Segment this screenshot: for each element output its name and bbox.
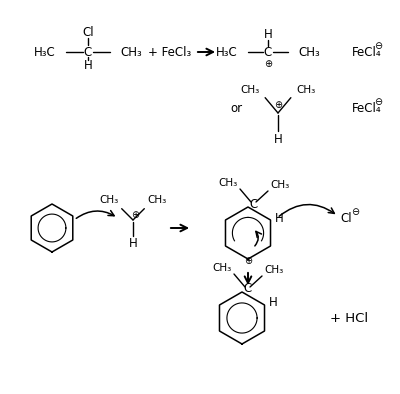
Text: FeCl₄: FeCl₄: [352, 102, 382, 115]
Text: H: H: [269, 297, 277, 310]
Text: ⊕: ⊕: [131, 210, 139, 220]
Text: H: H: [275, 212, 283, 225]
Text: H: H: [129, 236, 137, 249]
Text: C: C: [84, 45, 92, 58]
Text: ⊖: ⊖: [351, 207, 359, 217]
Text: H: H: [264, 28, 272, 41]
Text: FeCl₄: FeCl₄: [352, 45, 382, 58]
Text: CH₃: CH₃: [240, 85, 259, 95]
Text: CH₃: CH₃: [219, 178, 238, 188]
Text: CH₃: CH₃: [298, 45, 320, 58]
Text: CH₃: CH₃: [147, 195, 166, 205]
Text: + HCl: + HCl: [330, 312, 368, 325]
Text: H₃C: H₃C: [34, 45, 56, 58]
Text: or: or: [230, 102, 242, 115]
Text: H: H: [274, 132, 282, 145]
Text: ⊕: ⊕: [264, 59, 272, 69]
Text: CH₃: CH₃: [270, 180, 289, 190]
Text: ⊖: ⊖: [374, 41, 382, 51]
Text: ⊕: ⊕: [274, 100, 282, 110]
Text: C: C: [249, 197, 257, 210]
Text: ⊕: ⊕: [244, 256, 252, 266]
Text: C: C: [264, 45, 272, 58]
Text: CH₃: CH₃: [264, 265, 283, 275]
Text: Cl: Cl: [340, 212, 352, 225]
Text: CH₃: CH₃: [120, 45, 142, 58]
Text: H: H: [84, 58, 92, 71]
Text: H₃C: H₃C: [216, 45, 238, 58]
Text: CH₃: CH₃: [100, 195, 119, 205]
Text: + FeCl₃: + FeCl₃: [148, 45, 191, 58]
Text: CH₃: CH₃: [297, 85, 316, 95]
Text: Cl: Cl: [82, 26, 94, 39]
Text: CH₃: CH₃: [213, 263, 232, 273]
Text: C: C: [243, 282, 251, 296]
Text: ⊖: ⊖: [374, 97, 382, 107]
